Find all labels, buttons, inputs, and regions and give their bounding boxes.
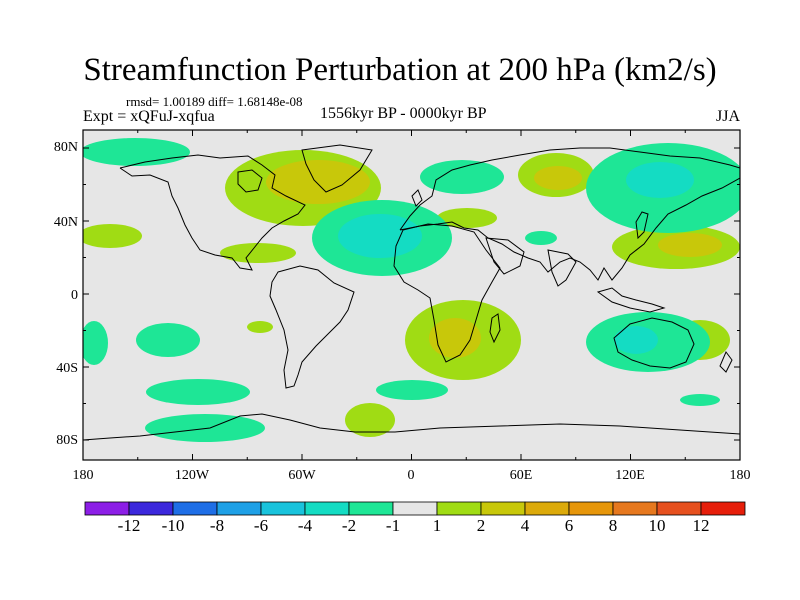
- anomaly-patch: [658, 233, 722, 257]
- colorbar-box: [84, 501, 130, 516]
- coastline-madagascar: [489, 313, 501, 344]
- colorbar-box: [436, 501, 482, 516]
- anomaly-patch: [266, 160, 370, 204]
- coastline-eurasia: [399, 147, 740, 281]
- colorbar-box: [392, 501, 438, 516]
- stats-line: rmsd= 1.00189 diff= 1.68148e-08: [126, 94, 303, 109]
- colorbar-label: -6: [253, 516, 269, 535]
- coastline-africa: [393, 223, 501, 363]
- colorbar-label: 12: [692, 516, 710, 535]
- lat-tick-label: 80S: [56, 433, 78, 448]
- colorbar-box: [700, 501, 746, 516]
- anomaly-patch: [247, 321, 273, 333]
- lon-tick-label: 120E: [615, 468, 645, 483]
- colorbar: [84, 501, 746, 516]
- colorbar-label: 6: [564, 516, 574, 535]
- colorbar-box: [216, 501, 262, 516]
- colorbar-box: [348, 501, 394, 516]
- colorbar-box: [612, 501, 658, 516]
- coastline-north-america: [119, 154, 306, 271]
- anomaly-patch: [614, 326, 658, 354]
- coastline-antarctica: [83, 413, 740, 441]
- map-title: Streamfunction Perturbation at 200 hPa (…: [83, 52, 717, 88]
- lon-tick-label: 60E: [509, 468, 533, 483]
- lon-tick-label: 120W: [174, 468, 210, 483]
- anomaly-patch: [534, 166, 582, 190]
- anomaly-patch: [145, 414, 265, 442]
- coastline-australia: [613, 317, 695, 369]
- coastline-india: [547, 249, 577, 287]
- colorbar-label: 1: [432, 516, 442, 535]
- colorbar-label: -4: [297, 516, 313, 535]
- colorbar-box: [656, 501, 702, 516]
- anomaly-patch: [220, 243, 296, 263]
- anomaly-patch: [525, 231, 557, 245]
- colorbar-box: [524, 501, 570, 516]
- contour-fills: [83, 138, 740, 442]
- experiment-label: Expt = xQFuJ-xqfua: [83, 108, 215, 125]
- colorbar-box: [128, 501, 174, 516]
- colorbar-box: [568, 501, 614, 516]
- anomaly-patch: [376, 380, 448, 400]
- lat-tick-label: 40N: [53, 215, 78, 230]
- colorbar-label: -12: [117, 516, 141, 535]
- anomaly-patch: [429, 318, 481, 358]
- coastline-japan: [635, 211, 649, 240]
- anomaly-patch: [437, 208, 497, 228]
- colorbar-label: -8: [209, 516, 225, 535]
- anomaly-patch: [83, 224, 142, 248]
- coastline-hudson-bay: [237, 169, 263, 193]
- colorbar-label: 8: [608, 516, 618, 535]
- lon-tick-label: 0: [407, 468, 415, 483]
- anomaly-patch: [136, 323, 200, 357]
- colorbar-box: [480, 501, 526, 516]
- colorbar-box: [172, 501, 218, 516]
- anomaly-patch: [338, 214, 422, 258]
- coastline-south-america: [269, 265, 355, 389]
- anomaly-patch: [83, 321, 108, 365]
- lon-tick-label: 180: [72, 468, 94, 483]
- coastline-new-zealand: [719, 351, 733, 373]
- coastline-indonesia: [596, 287, 666, 313]
- anomaly-patch: [680, 394, 720, 406]
- lon-tick-label: 60W: [288, 468, 316, 483]
- colorbar-label: 10: [648, 516, 666, 535]
- anomaly-patch: [626, 162, 694, 198]
- colorbar-box: [304, 501, 350, 516]
- colorbar-label: -10: [161, 516, 185, 535]
- season-label: JJA: [716, 108, 741, 125]
- colorbar-label: 2: [476, 516, 486, 535]
- lon-tick-label: 180: [729, 468, 751, 483]
- coastline-uk: [411, 189, 423, 207]
- coastline-greenland: [301, 144, 373, 193]
- lat-tick-label: 40S: [56, 361, 78, 376]
- colorbar-label: -2: [341, 516, 357, 535]
- colorbar-box: [260, 501, 306, 516]
- colorbar-label: -1: [385, 516, 401, 535]
- period-label: 1556kyr BP - 0000kyr BP: [320, 105, 487, 122]
- lat-tick-label: 80N: [53, 140, 78, 155]
- anomaly-patch: [345, 403, 395, 437]
- anomaly-patch: [420, 160, 504, 194]
- axis-ticks: [82, 130, 741, 460]
- lat-tick-label: 0: [71, 288, 78, 303]
- coastlines: [83, 144, 740, 441]
- coastline-arabia: [485, 237, 525, 275]
- anomaly-patch: [146, 379, 250, 405]
- colorbar-label: 4: [520, 516, 530, 535]
- anomaly-patch: [83, 138, 190, 166]
